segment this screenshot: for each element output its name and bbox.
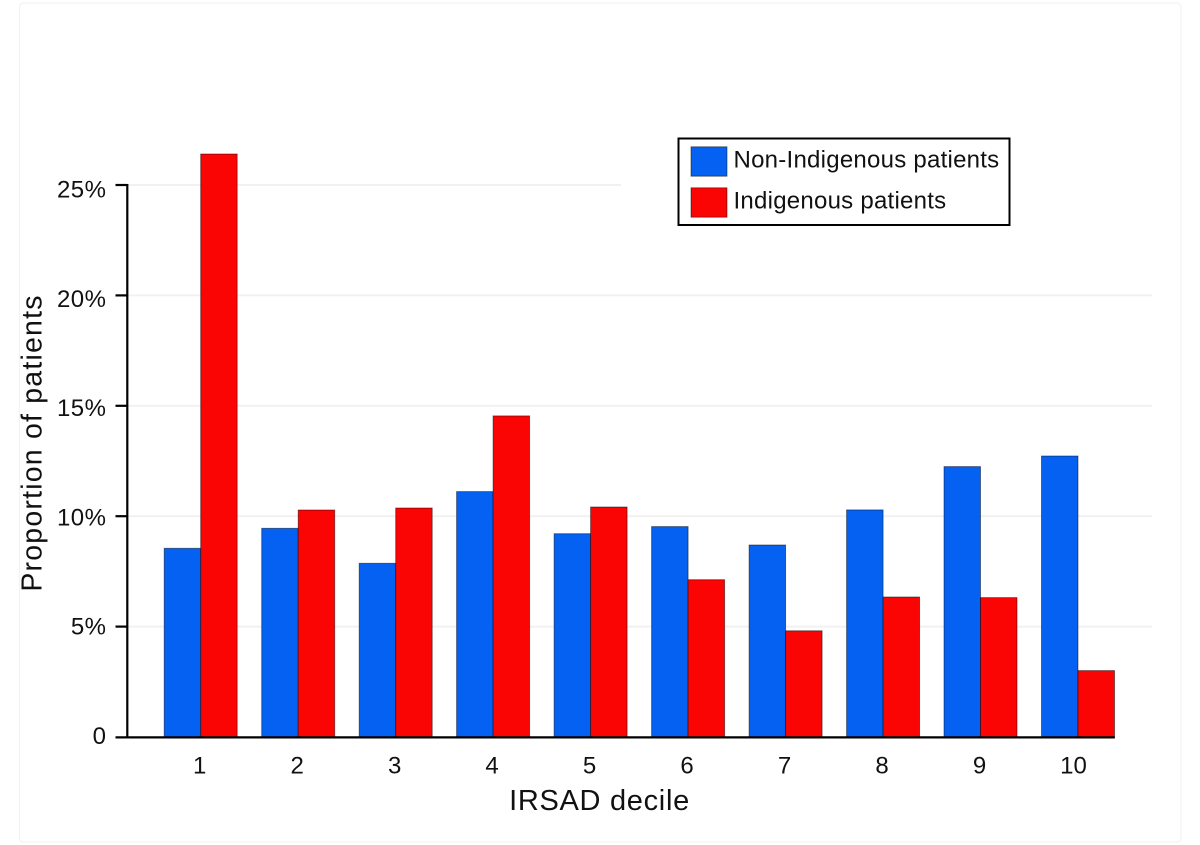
svg-text:6: 6 — [680, 753, 693, 780]
svg-text:3: 3 — [388, 753, 401, 780]
svg-text:7: 7 — [778, 753, 791, 780]
svg-text:10%: 10% — [57, 504, 107, 531]
svg-text:20%: 20% — [57, 286, 107, 313]
svg-text:9: 9 — [973, 753, 986, 780]
svg-text:5: 5 — [583, 753, 596, 780]
svg-text:IRSAD decile: IRSAD decile — [509, 785, 690, 817]
svg-text:Non-Indigenous patients: Non-Indigenous patients — [734, 147, 1000, 174]
svg-text:0: 0 — [93, 723, 107, 750]
svg-text:25%: 25% — [57, 177, 107, 204]
svg-text:Proportion of patients: Proportion of patients — [17, 294, 49, 591]
svg-text:1: 1 — [193, 753, 206, 780]
svg-text:Indigenous patients: Indigenous patients — [734, 188, 947, 215]
svg-text:2: 2 — [291, 753, 304, 780]
svg-text:4: 4 — [485, 753, 498, 780]
svg-text:15%: 15% — [57, 395, 107, 422]
svg-text:10: 10 — [1060, 753, 1087, 780]
svg-text:5%: 5% — [71, 614, 107, 641]
svg-text:8: 8 — [875, 753, 888, 780]
